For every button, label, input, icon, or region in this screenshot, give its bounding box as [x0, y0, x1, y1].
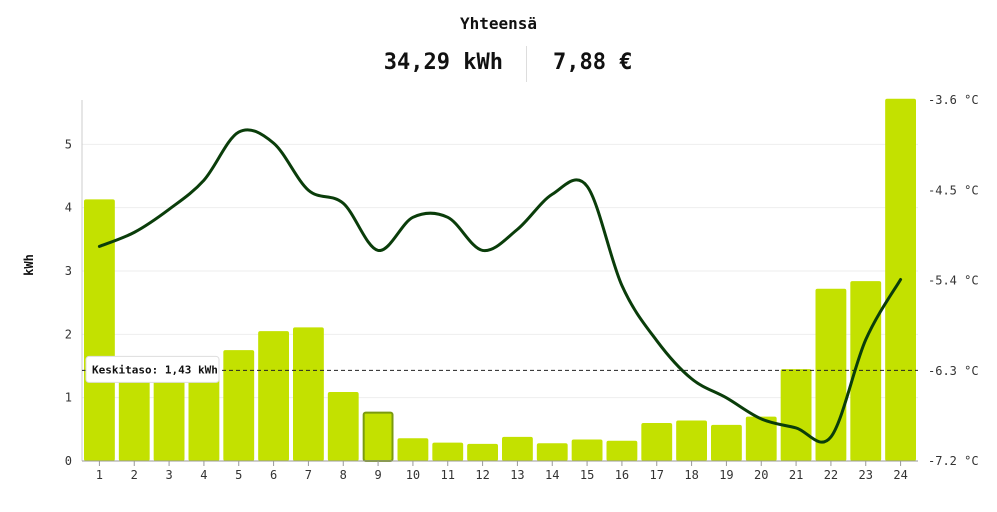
x-tick-label: 19 [719, 468, 733, 482]
x-tick-label: 17 [650, 468, 664, 482]
total-energy-value: 34,29 kWh [383, 50, 503, 75]
average-label-box [85, 355, 220, 383]
bar-hour-14[interactable] [536, 443, 568, 461]
x-tick-label: 12 [475, 468, 489, 482]
bar-hour-9[interactable] [362, 411, 394, 463]
bar-hour-1[interactable] [84, 199, 115, 461]
y2-tick-label: -3.6 °C [928, 93, 979, 107]
bar-hour-7[interactable] [293, 327, 324, 461]
bar-hour-3[interactable] [153, 370, 185, 461]
bar-hour-18[interactable] [676, 420, 707, 461]
bar-hour-4[interactable] [188, 370, 220, 461]
x-tick-label: 11 [441, 468, 455, 482]
x-tick-label: 18 [684, 468, 698, 482]
bar-hour-6[interactable] [258, 331, 289, 461]
bars-layer[interactable] [84, 98, 916, 463]
summary-title: Yhteensä [459, 14, 538, 33]
average-layer: Keskitaso: 1,43 kWh [82, 355, 918, 383]
x-tick-label: 16 [615, 468, 629, 482]
x-tick-label: 24 [893, 468, 907, 482]
y2-tick-label: -4.5 °C [928, 183, 979, 197]
x-tick-label: 6 [270, 468, 277, 482]
bar-hour-20[interactable] [745, 416, 777, 461]
y-tick-label: 1 [65, 391, 72, 405]
bar-hour-2[interactable] [118, 370, 150, 461]
x-tick-label: 4 [200, 468, 207, 482]
x-tick-label: 8 [340, 468, 347, 482]
y-tick-label: 5 [65, 137, 72, 151]
x-tick-label: 21 [789, 468, 803, 482]
bar-hour-15[interactable] [571, 439, 603, 461]
x-tick-label: 13 [510, 468, 524, 482]
grid-layer [82, 143, 918, 399]
y-axis-label: kWh [22, 254, 36, 276]
x-tick-label: 20 [754, 468, 768, 482]
x-tick-label: 9 [374, 468, 381, 482]
bar-hour-11[interactable] [432, 442, 464, 461]
total-cost-value: 7,88 € [553, 50, 633, 75]
x-tick-label: 23 [859, 468, 873, 482]
x-tick-label: 14 [545, 468, 559, 482]
y-tick-label: 0 [65, 454, 72, 468]
bar-hour-12[interactable] [467, 443, 498, 461]
x-tick-label: 22 [824, 468, 838, 482]
y2-tick-label: -6.3 °C [928, 364, 979, 378]
x-tick-label: 10 [406, 468, 420, 482]
bar-hour-19[interactable] [711, 424, 742, 461]
bar-hour-13[interactable] [502, 436, 533, 461]
y2-tick-label: -5.4 °C [928, 274, 979, 288]
bar-hour-16[interactable] [606, 440, 638, 461]
summary-row: 34,29 kWh 7,88 € [0, 46, 997, 86]
x-tick-label: 5 [235, 468, 242, 482]
average-label: Keskitaso: 1,43 kWh [92, 363, 218, 376]
bar-hour-17[interactable] [641, 423, 673, 461]
bar-hour-5[interactable] [223, 350, 255, 461]
bar-hour-8[interactable] [327, 391, 359, 461]
y2-tick-label: -7.2 °C [928, 454, 979, 468]
temperature-layer [97, 128, 903, 444]
x-tick-label: 3 [165, 468, 172, 482]
x-tick-label: 2 [131, 468, 138, 482]
y-tick-label: 3 [65, 264, 72, 278]
y-tick-label: 4 [65, 201, 72, 215]
x-tick-label: 7 [305, 468, 312, 482]
x-tick-label: 1 [96, 468, 103, 482]
summary-divider [526, 46, 527, 82]
y-tick-label: 2 [65, 327, 72, 341]
bar-hour-21[interactable] [780, 369, 812, 461]
temperature-line [97, 128, 903, 444]
x-tick-label: 15 [580, 468, 594, 482]
bar-hour-10[interactable] [397, 438, 429, 461]
